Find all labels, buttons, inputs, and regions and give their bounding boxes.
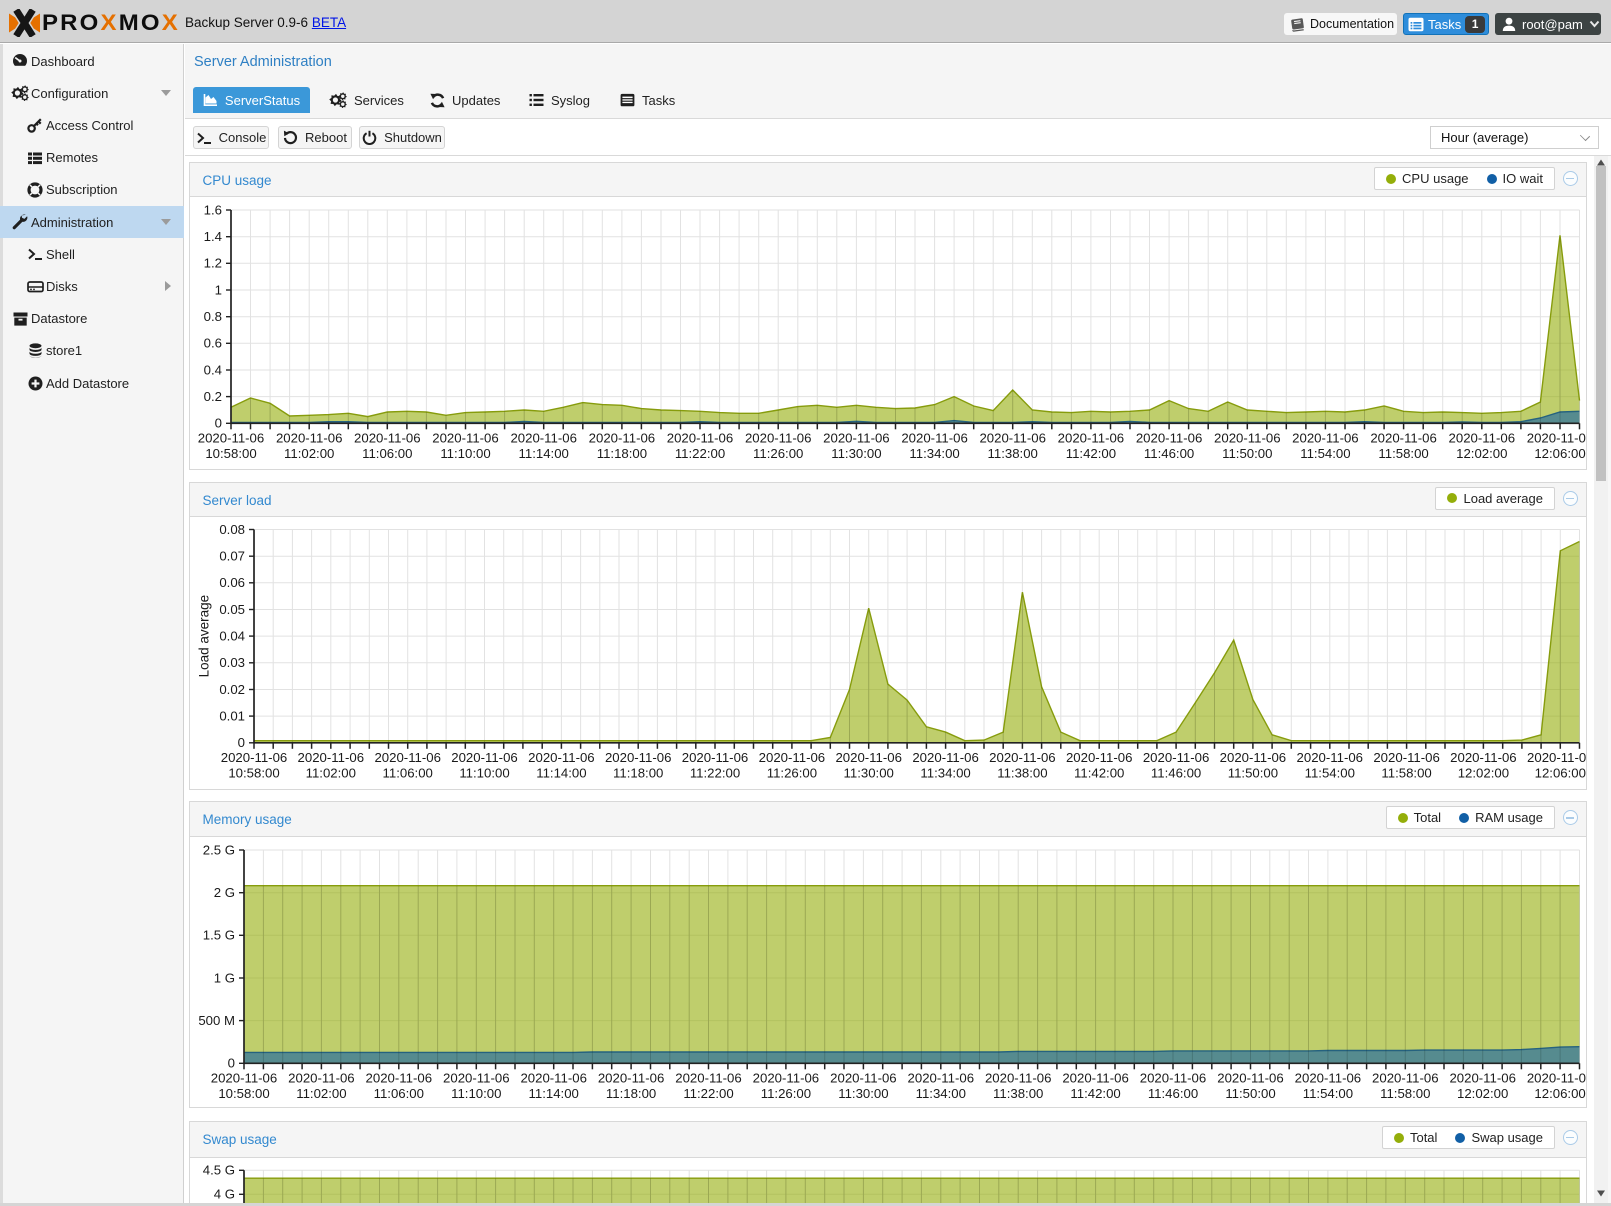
svg-text:2 G: 2 G (213, 885, 234, 900)
svg-text:500 M: 500 M (198, 1013, 235, 1028)
svg-text:2.5 G: 2.5 G (202, 842, 234, 857)
svg-text:0.03: 0.03 (219, 655, 245, 670)
svg-text:0.06: 0.06 (219, 575, 245, 590)
svg-text:1 G: 1 G (213, 970, 234, 985)
svg-text:1.5 G: 1.5 G (202, 927, 234, 942)
svg-text:4.5 G: 4.5 G (202, 1162, 234, 1177)
svg-text:0: 0 (227, 1055, 234, 1070)
svg-text:1: 1 (214, 282, 221, 297)
svg-text:0: 0 (214, 416, 221, 431)
svg-text:1.6: 1.6 (203, 202, 221, 217)
svg-text:0.8: 0.8 (203, 309, 221, 324)
svg-text:0.4: 0.4 (203, 362, 221, 377)
svg-text:1.4: 1.4 (203, 229, 221, 244)
svg-text:0.08: 0.08 (219, 522, 245, 537)
svg-text:0.2: 0.2 (203, 389, 221, 404)
svg-text:0.05: 0.05 (219, 602, 245, 617)
svg-text:0.07: 0.07 (219, 549, 245, 564)
svg-text:4 G: 4 G (213, 1186, 234, 1201)
svg-text:Load average: Load average (196, 595, 211, 677)
svg-text:0.6: 0.6 (203, 336, 221, 351)
svg-text:0: 0 (237, 735, 244, 750)
svg-text:0.02: 0.02 (219, 682, 245, 697)
svg-text:1.2: 1.2 (203, 256, 221, 271)
svg-text:0.01: 0.01 (219, 708, 245, 723)
svg-text:0.04: 0.04 (219, 628, 245, 643)
